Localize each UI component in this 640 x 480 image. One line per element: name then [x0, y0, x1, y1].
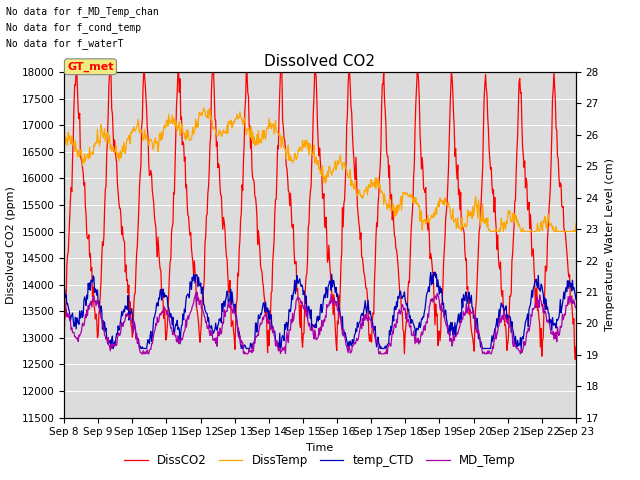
DissCO2	[60, 336, 68, 342]
MD_Temp	[383, 351, 391, 357]
Text: No data for f_MD_Temp_chan: No data for f_MD_Temp_chan	[6, 6, 159, 17]
DissCO2	[175, 69, 182, 75]
DissCO2	[383, 148, 390, 154]
DissCO2	[202, 234, 209, 240]
DissTemp	[122, 146, 130, 152]
Text: GT_met: GT_met	[67, 61, 114, 72]
DissTemp	[486, 228, 494, 234]
temp_CTD	[431, 269, 439, 275]
DissCO2	[572, 344, 580, 349]
DissTemp	[572, 221, 580, 227]
DissCO2	[72, 69, 80, 75]
DissCO2	[397, 309, 405, 314]
DissTemp	[200, 105, 207, 111]
Title: Dissolved CO2: Dissolved CO2	[264, 54, 376, 70]
MD_Temp	[175, 341, 182, 347]
DissTemp	[202, 113, 209, 119]
DissCO2	[123, 277, 131, 283]
X-axis label: Time: Time	[307, 443, 333, 453]
temp_CTD	[175, 324, 182, 330]
MD_Temp	[138, 351, 145, 357]
Y-axis label: Temperature, Water Level (cm): Temperature, Water Level (cm)	[605, 158, 614, 331]
temp_CTD	[123, 304, 131, 310]
Line: DissTemp: DissTemp	[64, 108, 576, 231]
Line: DissCO2: DissCO2	[64, 72, 576, 360]
MD_Temp	[203, 319, 211, 324]
Line: MD_Temp: MD_Temp	[64, 292, 576, 354]
DissCO2	[69, 136, 77, 142]
Text: No data for f_cond_temp: No data for f_cond_temp	[6, 22, 141, 33]
MD_Temp	[572, 305, 580, 311]
DissTemp	[60, 143, 68, 148]
temp_CTD	[69, 318, 77, 324]
temp_CTD	[572, 296, 580, 302]
MD_Temp	[122, 312, 130, 317]
DissTemp	[174, 123, 182, 129]
temp_CTD	[383, 344, 390, 349]
Y-axis label: Dissolved CO2 (ppm): Dissolved CO2 (ppm)	[6, 186, 16, 304]
Text: No data for f_waterT: No data for f_waterT	[6, 38, 124, 49]
MD_Temp	[69, 330, 77, 336]
DissTemp	[397, 207, 405, 213]
DissTemp	[69, 142, 77, 148]
temp_CTD	[397, 295, 405, 301]
Line: temp_CTD: temp_CTD	[64, 272, 576, 348]
MD_Temp	[193, 289, 201, 295]
Legend: DissCO2, DissTemp, temp_CTD, MD_Temp: DissCO2, DissTemp, temp_CTD, MD_Temp	[120, 449, 520, 472]
DissCO2	[572, 357, 579, 362]
MD_Temp	[60, 301, 68, 307]
temp_CTD	[109, 346, 117, 351]
DissTemp	[383, 202, 390, 207]
MD_Temp	[399, 302, 406, 308]
temp_CTD	[60, 286, 68, 292]
temp_CTD	[202, 309, 209, 315]
